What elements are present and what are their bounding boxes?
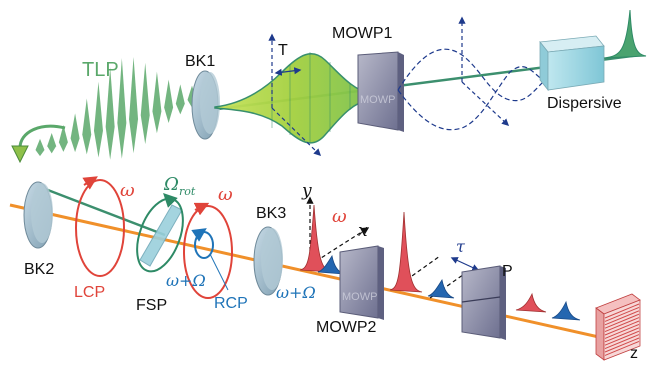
bk3-label: BK3 <box>256 205 286 222</box>
mowp2-plate: MOWP <box>339 245 384 320</box>
lower-axes <box>306 196 370 266</box>
axis-y-label: y <box>301 181 312 201</box>
fsp-label: FSP <box>136 297 167 314</box>
detector-stripe <box>604 337 640 353</box>
axis-z-label: z <box>630 345 638 362</box>
tlp-label: TLP <box>82 59 119 81</box>
rcp-ring <box>191 228 229 291</box>
bk1-label: BK1 <box>185 53 215 70</box>
tlp-spike <box>105 67 115 160</box>
tlp-spike <box>152 71 162 134</box>
tlp-feed-arrow <box>11 124 66 164</box>
axis-x-label: x <box>358 221 368 241</box>
tau-label: τ <box>456 237 466 256</box>
dispersive-label: Dispersive <box>547 95 622 112</box>
lcp-ring <box>75 176 125 277</box>
p-label: P <box>502 263 513 280</box>
bk2-block <box>23 181 53 249</box>
bk2-label: BK2 <box>24 261 54 278</box>
output-pulse-pair <box>515 292 581 321</box>
output-compressed-pulse <box>603 9 647 59</box>
bk3-block <box>253 226 283 296</box>
detector-stripe <box>604 310 640 326</box>
omega-label-1: ω <box>120 180 135 201</box>
mowp2-engraving: MOWP <box>342 291 377 303</box>
omega-plus-label-2: ω+Ω <box>276 283 316 302</box>
mowp1-plate: MOWP <box>357 51 404 132</box>
detector-stripe <box>604 340 640 356</box>
tlp-spike <box>82 98 92 155</box>
post-mowp1-wave <box>397 16 546 131</box>
bk1-block <box>191 70 220 140</box>
pulse-pair-2 <box>389 211 480 299</box>
fsp-plate <box>136 193 184 273</box>
detector-stripes <box>604 303 640 356</box>
t-axes <box>268 33 322 157</box>
tlp-spike <box>70 113 80 153</box>
omega-rot-label: Ωrot <box>163 174 196 198</box>
tlp-spike <box>140 62 150 145</box>
tlp-spike <box>117 58 127 159</box>
tlp-pulse-train <box>35 57 197 160</box>
detector-stripe <box>604 330 640 346</box>
detector-stripe <box>604 320 640 336</box>
detector-grid <box>595 293 641 361</box>
detector-stripe <box>604 306 640 322</box>
t-label: T <box>278 42 288 59</box>
p-polarizer <box>461 265 506 340</box>
lcp-label: LCP <box>74 284 105 301</box>
detector-stripe <box>604 313 640 329</box>
tlp-spike <box>47 132 57 154</box>
detector-stripe <box>604 334 640 350</box>
detector-stripe <box>604 317 640 333</box>
omega-plus-label-1: ω+Ω <box>166 271 206 290</box>
labels: TLP BK1 T MOWP1 Dispersive BK2 LCP ω Ωro… <box>24 25 638 362</box>
mowp1-engraving: MOWP <box>360 94 395 106</box>
omega-label-2: ω <box>218 184 233 205</box>
tlp-spike <box>35 138 45 157</box>
detector-stripe <box>604 303 640 319</box>
omega-ring <box>183 202 233 299</box>
tlp-spike <box>58 124 68 152</box>
tlp-spike <box>175 84 185 115</box>
tlp-spike <box>93 81 103 158</box>
omega-label-3: ω <box>332 206 347 227</box>
detector-stripe <box>604 327 640 343</box>
dispersive-block <box>539 35 605 92</box>
tlp-spike <box>129 57 139 154</box>
rcp-label: RCP <box>214 295 248 312</box>
tlp-spike <box>164 79 174 123</box>
detector-stripe <box>604 323 640 339</box>
mowp1-label: MOWP1 <box>332 25 393 42</box>
lower-beam-line <box>9 185 631 346</box>
mowp2-label: MOWP2 <box>316 319 377 336</box>
